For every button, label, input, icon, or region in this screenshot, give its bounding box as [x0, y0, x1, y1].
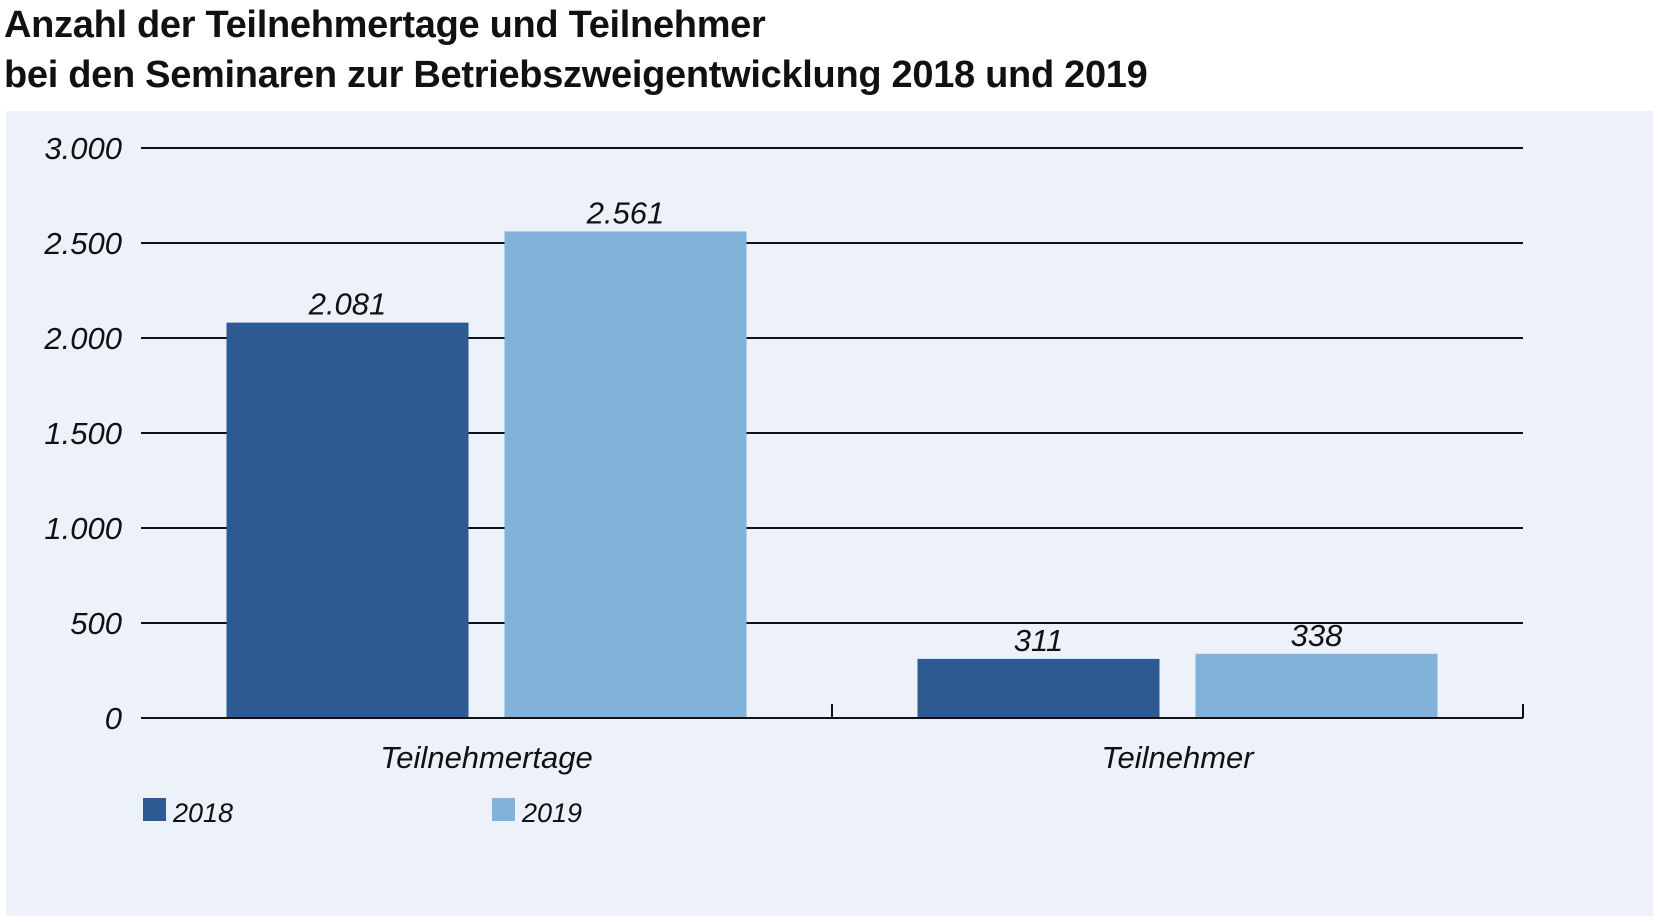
legend-swatch-2018 [143, 798, 166, 821]
axes [141, 704, 1524, 719]
legend-swatch-2019 [492, 798, 515, 821]
y-tick-label-0: 0 [105, 701, 122, 736]
y-tick-label-2000: 2.000 [43, 321, 122, 356]
bar-teilnehmertage-2018 [226, 322, 469, 718]
data-label-teilnehmertage-2019: 2.561 [586, 195, 665, 230]
legend: 2018 2019 [143, 798, 582, 828]
labels: 0 500 1.000 1.500 2.000 2.500 3.000 2.081 2.561 T… [43, 131, 1343, 775]
legend-label-2018: 2018 [172, 798, 233, 828]
y-tick-label-1500: 1.500 [44, 416, 122, 451]
y-tick-label-2500: 2.500 [43, 226, 122, 261]
y-tick-label-3000: 3.000 [44, 131, 122, 166]
y-tick-label-1000: 1.000 [44, 511, 122, 546]
chart-title-line-1: Anzahl der Teilnehmertage und Teilnehmer [4, 4, 766, 46]
legend-label-2019: 2019 [521, 798, 582, 828]
x-category-label-teilnehmertage: Teilnehmertage [380, 740, 593, 775]
x-category-label-teilnehmer: Teilnehmer [1101, 740, 1255, 775]
bar-chart: 0 500 1.000 1.500 2.000 2.500 3.000 2.081 2.561 T… [43, 131, 1524, 828]
bar-teilnehmer-2019 [1195, 653, 1438, 718]
data-label-teilnehmer-2019: 338 [1291, 618, 1343, 653]
data-label-teilnehmertage-2018: 2.081 [308, 287, 387, 322]
bars [226, 231, 1438, 718]
bar-teilnehmer-2018 [917, 658, 1160, 718]
chart-title-line-2: bei den Seminaren zur Betriebszweigentwi… [4, 54, 1148, 96]
chart-panel: 0 500 1.000 1.500 2.000 2.500 3.000 2.081 2.561 T… [6, 111, 1653, 916]
y-tick-label-500: 500 [70, 606, 122, 641]
data-label-teilnehmer-2018: 311 [1014, 623, 1063, 658]
bar-teilnehmertage-2019 [504, 231, 747, 718]
chart-title: Anzahl der Teilnehmertage und Teilnehmer… [4, 0, 1644, 100]
